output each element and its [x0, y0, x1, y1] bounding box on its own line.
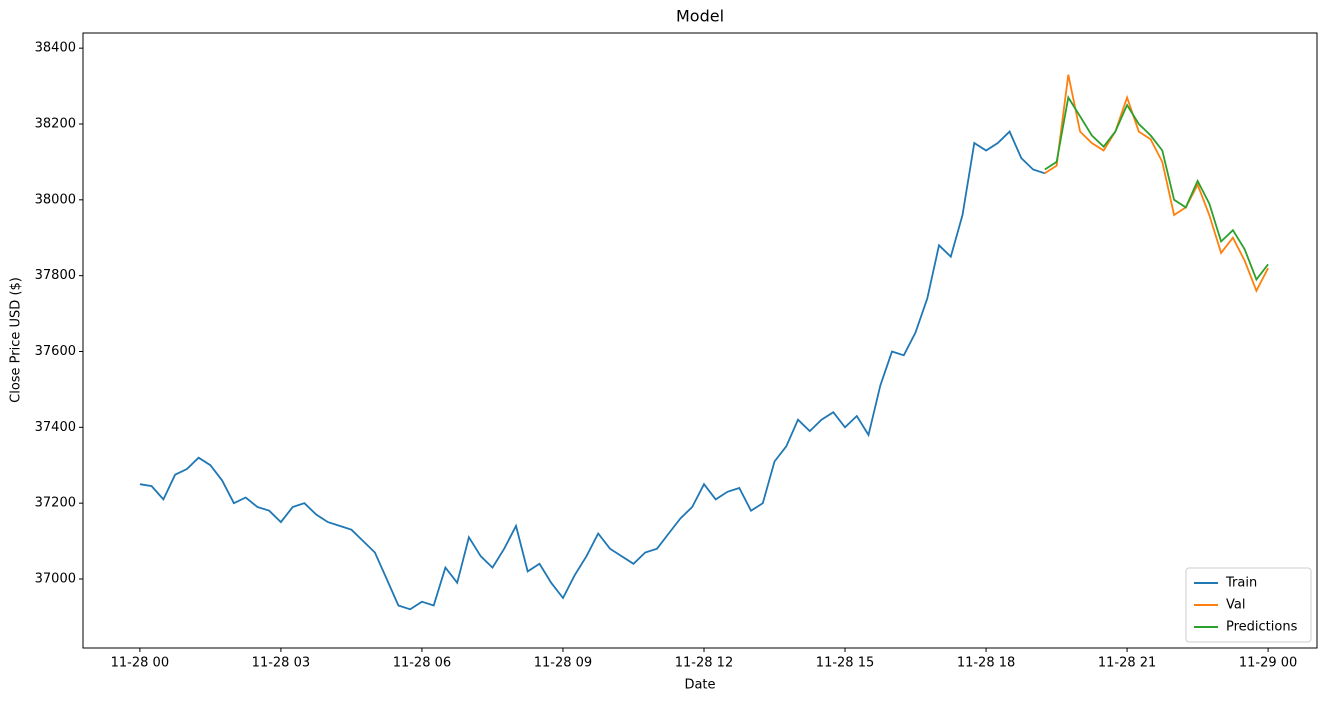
x-tick-label: 11-28 00 [111, 656, 169, 671]
x-tick-label: 11-28 12 [675, 656, 733, 671]
x-tick-label: 11-28 06 [393, 656, 451, 671]
y-tick-label: 38000 [35, 192, 76, 207]
legend-label: Val [1226, 598, 1245, 613]
y-axis-label: Close Price USD ($) [9, 277, 24, 403]
y-tick-label: 37600 [35, 344, 76, 359]
x-tick-label: 11-28 21 [1098, 656, 1156, 671]
x-tick-label: 11-28 18 [957, 656, 1015, 671]
series-line [139, 130, 1046, 611]
legend-box [1185, 567, 1312, 643]
plot-frame [82, 32, 1318, 649]
y-tick-label: 37800 [35, 268, 76, 283]
x-tick-label: 11-29 00 [1239, 656, 1297, 671]
y-tick-label: 38200 [35, 116, 76, 131]
y-tick-label: 37400 [35, 420, 76, 435]
y-tick-label: 37000 [35, 571, 76, 586]
y-tick-label: 38400 [35, 41, 76, 56]
legend-label: Train [1225, 576, 1257, 591]
legend-label: Predictions [1226, 620, 1298, 635]
series-line [1044, 74, 1269, 293]
y-tick-label: 37200 [35, 496, 76, 511]
x-tick-label: 11-28 03 [252, 656, 310, 671]
series-line [1044, 95, 1269, 282]
x-axis-label: Date [684, 678, 715, 693]
x-tick-label: 11-28 15 [816, 656, 874, 671]
x-tick-label: 11-28 09 [534, 656, 592, 671]
chart-title: Model [676, 7, 724, 26]
